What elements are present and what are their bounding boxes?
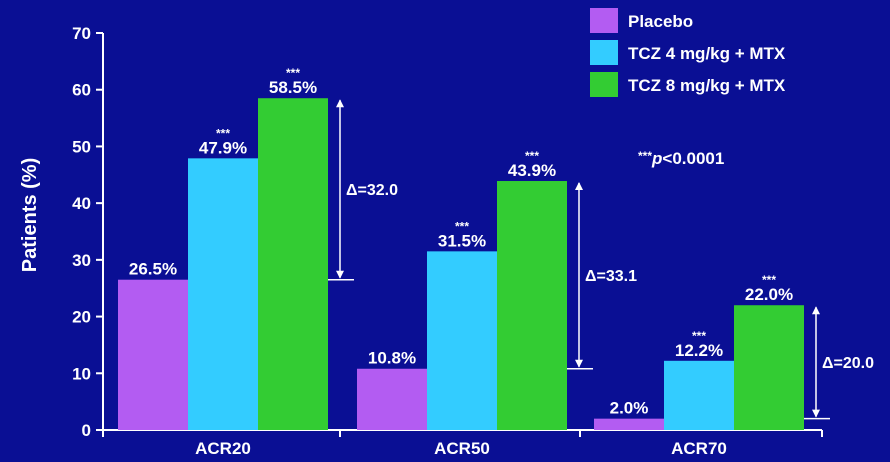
y-tick-label: 30	[72, 251, 91, 270]
p-stars: ***	[638, 149, 652, 163]
delta-arrow-head-up	[575, 182, 583, 191]
y-tick-label: 40	[72, 194, 91, 213]
bar	[188, 158, 258, 431]
delta-annotations: Δ=32.0 Δ=33.1 Δ=20.0	[328, 99, 874, 420]
legend-label: TCZ 4 mg/kg + MTX	[628, 44, 786, 63]
data-label: 47.9%	[199, 138, 247, 157]
data-label: 58.5%	[269, 78, 317, 97]
legend-label: Placebo	[628, 12, 693, 31]
y-axis-label: Patients (%)	[19, 158, 41, 272]
data-label: 12.2%	[675, 341, 723, 360]
data-label: 43.9%	[508, 161, 556, 180]
legend-label: TCZ 8 mg/kg + MTX	[628, 76, 786, 95]
data-label: 31.5%	[438, 231, 486, 250]
delta-label: Δ=20.0	[822, 355, 874, 372]
axes: 0 10 20 30 40 50 60 70 ACR20 ACR50 ACR70	[72, 24, 823, 458]
bar	[664, 360, 734, 430]
legend-swatch	[590, 40, 618, 65]
data-label: 2.0%	[610, 399, 649, 418]
y-tick-label: 10	[72, 364, 91, 383]
bar	[118, 279, 188, 430]
p-symbol: p	[651, 149, 662, 168]
delta-label: Δ=32.0	[346, 182, 398, 199]
p-threshold: <0.0001	[662, 149, 724, 168]
value-labels: 26.5%10.8%2.0%47.9%***31.5%***12.2%***58…	[129, 66, 793, 417]
data-label: 26.5%	[129, 260, 177, 279]
delta-arrow-head-down	[575, 359, 583, 368]
y-tick-label: 50	[72, 137, 91, 156]
bars	[118, 98, 804, 431]
significance-stars: ***	[455, 219, 469, 233]
delta-arrow-head-down	[336, 270, 344, 279]
y-tick-label: 60	[72, 81, 91, 100]
bar	[258, 98, 328, 430]
significance-stars: ***	[762, 273, 776, 287]
significance-stars: ***	[286, 66, 300, 80]
delta-arrow-head-up	[812, 306, 820, 315]
delta-arrow-head-up	[336, 99, 344, 108]
bar	[357, 368, 427, 430]
delta-arrow-head-down	[812, 409, 820, 418]
bar	[734, 305, 804, 430]
bar	[427, 251, 497, 430]
data-label: 22.0%	[745, 285, 793, 304]
legend-swatch	[590, 72, 618, 97]
y-tick-label: 70	[72, 24, 91, 43]
delta-label: Δ=33.1	[585, 268, 637, 285]
x-tick-label: ACR50	[434, 439, 490, 458]
x-tick-label: ACR70	[671, 439, 727, 458]
x-tick-label: ACR20	[195, 439, 251, 458]
bar	[497, 181, 567, 430]
legend-swatch	[590, 8, 618, 33]
significance-stars: ***	[692, 329, 706, 343]
bar	[594, 418, 664, 430]
legend: Placebo TCZ 4 mg/kg + MTX TCZ 8 mg/kg + MT…	[590, 8, 786, 97]
significance-stars: ***	[216, 126, 230, 140]
significance-stars: ***	[525, 149, 539, 163]
y-tick-label: 20	[72, 308, 91, 327]
y-tick-label: 0	[82, 421, 91, 440]
p-value-annotation: ***p<0.0001	[638, 149, 724, 168]
data-label: 10.8%	[368, 349, 416, 368]
